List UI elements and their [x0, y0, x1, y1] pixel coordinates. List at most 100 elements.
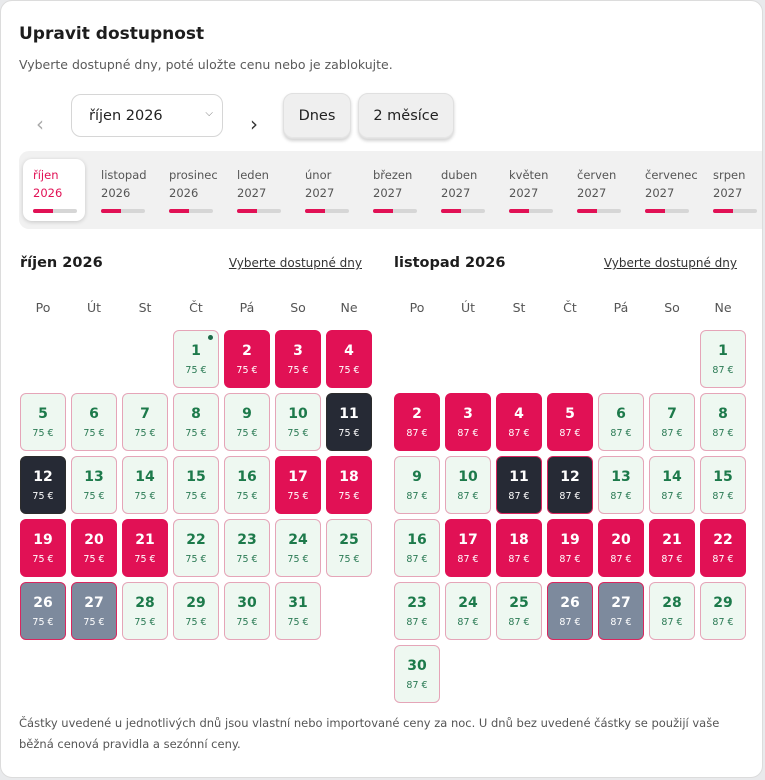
calendar-day[interactable]: 27 75 €: [71, 582, 117, 640]
calendar-day[interactable]: 15 87 €: [700, 456, 746, 514]
calendar-day[interactable]: 30 75 €: [224, 582, 270, 640]
calendar-day[interactable]: 12 75 €: [20, 456, 66, 514]
calendar-day[interactable]: 21 75 €: [122, 519, 168, 577]
calendar-day[interactable]: 2 87 €: [394, 393, 440, 451]
calendar-day[interactable]: 10 87 €: [445, 456, 491, 514]
day-number: 23: [237, 531, 257, 548]
calendar-day[interactable]: 4 75 €: [326, 330, 372, 388]
calendar-day[interactable]: 7 87 €: [649, 393, 695, 451]
month-strip-item[interactable]: červen 2027: [567, 159, 629, 221]
day-number: 11: [509, 468, 529, 485]
calendar-day[interactable]: 21 87 €: [649, 519, 695, 577]
calendar-day[interactable]: 14 87 €: [649, 456, 695, 514]
day-number: 5: [38, 405, 48, 422]
month-strip-item[interactable]: leden 2027: [227, 159, 289, 221]
calendar-day[interactable]: 11 87 €: [496, 456, 542, 514]
calendar-day[interactable]: 27 87 €: [598, 582, 644, 640]
calendar-day[interactable]: 3 75 €: [275, 330, 321, 388]
calendar-day[interactable]: 5 87 €: [547, 393, 593, 451]
calendar-day[interactable]: 16 87 €: [394, 519, 440, 577]
day-price: 75 €: [32, 427, 54, 439]
calendar-day[interactable]: 16 75 €: [224, 456, 270, 514]
day-number: 4: [514, 405, 524, 422]
select-available-days-link[interactable]: Vyberte dostupné dny: [228, 256, 362, 270]
calendar-day[interactable]: 19 87 €: [547, 519, 593, 577]
calendar-day[interactable]: 22 75 €: [173, 519, 219, 577]
prev-month-chevron-icon[interactable]: ‹: [36, 112, 44, 136]
day-price: 75 €: [134, 553, 156, 565]
calendar-day[interactable]: 24 75 €: [275, 519, 321, 577]
day-price: 87 €: [406, 490, 428, 502]
month-strip-item[interactable]: červenec 2027: [635, 159, 698, 221]
calendar-day[interactable]: 8 87 €: [700, 393, 746, 451]
calendar-day[interactable]: 2 75 €: [224, 330, 270, 388]
calendar-day[interactable]: 26 75 €: [20, 582, 66, 640]
panel-title: Upravit dostupnost: [19, 24, 205, 44]
month-progress-bar: [645, 209, 689, 213]
calendar-day[interactable]: 10 75 €: [275, 393, 321, 451]
day-number: 4: [344, 342, 354, 359]
month-strip-item[interactable]: listopad 2026: [91, 159, 153, 221]
month-strip-name: únor: [305, 168, 332, 182]
calendar-day[interactable]: 3 87 €: [445, 393, 491, 451]
calendar-day[interactable]: 18 75 €: [326, 456, 372, 514]
calendar-day[interactable]: 9 75 €: [224, 393, 270, 451]
month-strip-item[interactable]: říjen 2026: [23, 159, 85, 221]
calendar-day[interactable]: 29 87 €: [700, 582, 746, 640]
calendar-day[interactable]: 7 75 €: [122, 393, 168, 451]
calendar-day[interactable]: 20 75 €: [71, 519, 117, 577]
calendar-day[interactable]: 5 75 €: [20, 393, 66, 451]
calendar-day[interactable]: 1 75 €: [173, 330, 219, 388]
day-number: 14: [662, 468, 682, 485]
calendar-day[interactable]: 1 87 €: [700, 330, 746, 388]
calendar-day[interactable]: 18 87 €: [496, 519, 542, 577]
calendar-day[interactable]: 15 75 €: [173, 456, 219, 514]
month-strip-item[interactable]: prosinec 2026: [159, 159, 221, 221]
calendar-day[interactable]: 30 87 €: [394, 645, 440, 703]
calendar-day[interactable]: 28 75 €: [122, 582, 168, 640]
calendar-day[interactable]: 11 75 €: [326, 393, 372, 451]
calendar-day[interactable]: 26 87 €: [547, 582, 593, 640]
next-month-chevron-icon[interactable]: ›: [250, 112, 258, 136]
calendar-day[interactable]: 9 87 €: [394, 456, 440, 514]
calendar-day[interactable]: 28 87 €: [649, 582, 695, 640]
calendar-day[interactable]: 17 87 €: [445, 519, 491, 577]
calendar-day[interactable]: 19 75 €: [20, 519, 66, 577]
calendar-day[interactable]: 22 87 €: [700, 519, 746, 577]
calendar-day[interactable]: 17 75 €: [275, 456, 321, 514]
month-select[interactable]: říjen 2026 ⌵: [71, 94, 223, 137]
day-number: 15: [186, 468, 206, 485]
calendar-day[interactable]: 14 75 €: [122, 456, 168, 514]
month-strip-item[interactable]: květen 2027: [499, 159, 561, 221]
calendar-day[interactable]: 13 75 €: [71, 456, 117, 514]
calendar-day[interactable]: 4 87 €: [496, 393, 542, 451]
select-available-days-link[interactable]: Vyberte dostupné dny: [603, 256, 737, 270]
day-number: 10: [458, 468, 478, 485]
day-number: 9: [412, 468, 422, 485]
month-strip-item[interactable]: duben 2027: [431, 159, 493, 221]
calendar-day[interactable]: 23 87 €: [394, 582, 440, 640]
month-strip-item[interactable]: srpen 2027: [703, 159, 762, 221]
calendar-day[interactable]: 8 75 €: [173, 393, 219, 451]
two-months-button[interactable]: 2 měsíce: [358, 93, 454, 139]
calendar-day[interactable]: 20 87 €: [598, 519, 644, 577]
calendar-day[interactable]: 13 87 €: [598, 456, 644, 514]
today-button[interactable]: Dnes: [283, 93, 351, 139]
month-strip-item[interactable]: únor 2027: [295, 159, 357, 221]
day-number: 21: [135, 531, 155, 548]
month-strip-item[interactable]: březen 2027: [363, 159, 425, 221]
calendar-day[interactable]: 24 87 €: [445, 582, 491, 640]
calendar-day[interactable]: 6 75 €: [71, 393, 117, 451]
today-dot-icon: [208, 335, 213, 340]
calendar-day[interactable]: 12 87 €: [547, 456, 593, 514]
calendar-day[interactable]: 31 75 €: [275, 582, 321, 640]
calendar-day[interactable]: 6 87 €: [598, 393, 644, 451]
calendar-day[interactable]: 25 87 €: [496, 582, 542, 640]
month-progress-bar: [305, 209, 349, 213]
calendar-day[interactable]: 25 75 €: [326, 519, 372, 577]
month-progress-bar: [237, 209, 281, 213]
calendar-day[interactable]: 23 75 €: [224, 519, 270, 577]
day-price: 75 €: [185, 553, 207, 565]
calendar-day[interactable]: 29 75 €: [173, 582, 219, 640]
day-number: 14: [135, 468, 155, 485]
